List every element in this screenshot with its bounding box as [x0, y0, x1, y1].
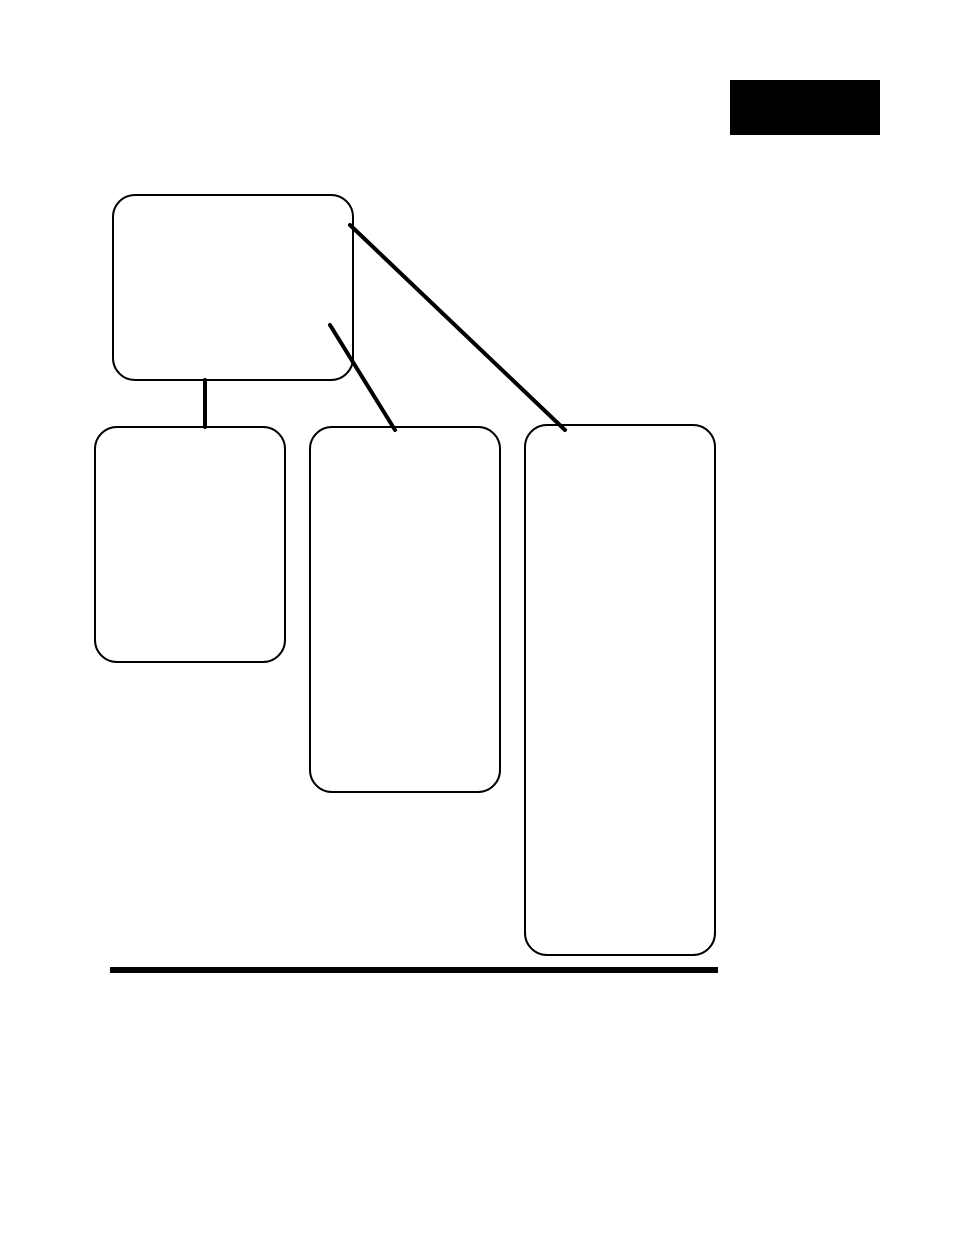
node-right	[525, 425, 715, 955]
diagram-canvas	[0, 0, 954, 1235]
edge-root-to-right	[350, 225, 565, 430]
node-mid	[310, 427, 500, 792]
node-root	[113, 195, 353, 380]
node-left	[95, 427, 285, 662]
header-black-box	[730, 80, 880, 135]
